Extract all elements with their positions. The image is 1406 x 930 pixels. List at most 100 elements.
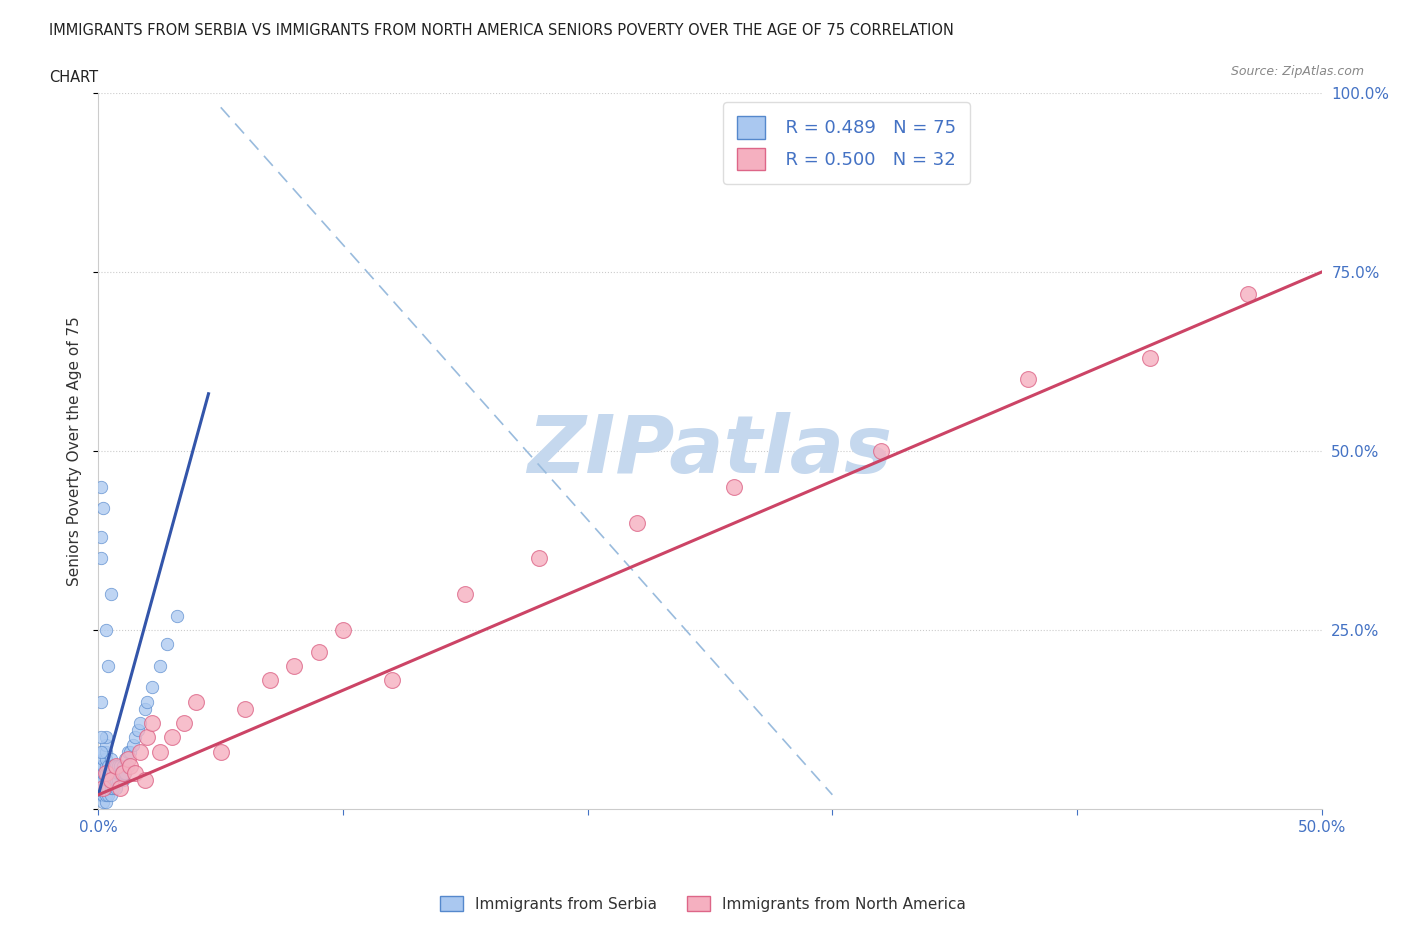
Point: [100, 773, 122, 788]
Point: [100, 788, 122, 803]
Point: [94, 759, 117, 774]
Point: [90, 766, 112, 781]
Point: [91, 780, 114, 795]
Point: [136, 730, 159, 745]
Point: [117, 744, 139, 759]
Point: [124, 766, 146, 781]
Point: [94, 730, 117, 745]
Text: Source: ZipAtlas.com: Source: ZipAtlas.com: [1230, 65, 1364, 78]
Point: [1237, 286, 1260, 301]
Point: [136, 694, 159, 709]
Point: [110, 759, 132, 774]
Point: [97, 658, 120, 673]
Point: [94, 788, 117, 803]
Point: [97, 759, 120, 774]
Point: [104, 759, 127, 774]
Point: [91, 780, 114, 795]
Point: [91, 788, 114, 803]
Point: [134, 701, 156, 716]
Point: [173, 716, 195, 731]
Point: [91, 766, 114, 781]
Point: [110, 766, 132, 781]
Point: [101, 773, 124, 788]
Point: [111, 766, 134, 781]
Point: [156, 637, 179, 652]
Point: [259, 672, 281, 687]
Text: CHART: CHART: [49, 70, 98, 85]
Point: [283, 658, 305, 673]
Point: [166, 608, 188, 623]
Point: [527, 551, 550, 565]
Point: [134, 773, 156, 788]
Point: [149, 658, 172, 673]
Point: [107, 766, 129, 781]
Point: [120, 744, 142, 759]
Point: [111, 773, 134, 788]
Point: [97, 780, 120, 795]
Point: [91, 744, 114, 759]
Point: [104, 766, 127, 781]
Point: [94, 744, 117, 759]
Point: [94, 751, 117, 766]
Point: [104, 759, 127, 774]
Point: [124, 730, 146, 745]
Legend:   R = 0.489   N = 75,   R = 0.500   N = 32: R = 0.489 N = 75, R = 0.500 N = 32: [723, 102, 970, 184]
Point: [94, 773, 117, 788]
Point: [104, 773, 127, 788]
Point: [1139, 351, 1161, 365]
Point: [149, 744, 172, 759]
Point: [90, 788, 112, 803]
Text: ZIPatlas: ZIPatlas: [527, 412, 893, 490]
Point: [101, 766, 124, 781]
Point: [209, 744, 232, 759]
Point: [127, 723, 149, 737]
Point: [110, 780, 132, 795]
Point: [91, 501, 114, 516]
Point: [94, 766, 117, 781]
Point: [94, 780, 117, 795]
Point: [90, 551, 112, 565]
Point: [186, 694, 208, 709]
Point: [97, 788, 120, 803]
Point: [129, 716, 152, 731]
Point: [121, 737, 143, 752]
Point: [101, 759, 124, 774]
Point: [111, 759, 134, 774]
Point: [90, 480, 112, 495]
Point: [1017, 372, 1039, 387]
Point: [114, 766, 136, 781]
Point: [141, 716, 163, 731]
Point: [454, 587, 477, 602]
Point: [90, 730, 112, 745]
Point: [90, 773, 112, 788]
Point: [100, 773, 122, 788]
Point: [90, 759, 112, 774]
Point: [94, 766, 117, 781]
Point: [101, 780, 124, 795]
Point: [332, 623, 354, 638]
Point: [90, 529, 112, 544]
Point: [160, 730, 183, 745]
Point: [723, 480, 745, 495]
Point: [233, 701, 256, 716]
Point: [90, 780, 112, 795]
Point: [97, 766, 120, 781]
Y-axis label: Seniors Poverty Over the Age of 75: Seniors Poverty Over the Age of 75: [67, 316, 83, 586]
Point: [91, 759, 114, 774]
Point: [117, 759, 139, 774]
Point: [100, 780, 122, 795]
Legend: Immigrants from Serbia, Immigrants from North America: Immigrants from Serbia, Immigrants from …: [433, 889, 973, 918]
Point: [91, 773, 114, 788]
Point: [626, 515, 648, 530]
Point: [100, 759, 122, 774]
Point: [111, 766, 134, 781]
Point: [120, 759, 142, 774]
Point: [107, 759, 129, 774]
Point: [100, 587, 122, 602]
Point: [91, 751, 114, 766]
Point: [141, 680, 163, 695]
Point: [90, 744, 112, 759]
Point: [114, 751, 136, 766]
Point: [117, 751, 139, 766]
Point: [107, 773, 129, 788]
